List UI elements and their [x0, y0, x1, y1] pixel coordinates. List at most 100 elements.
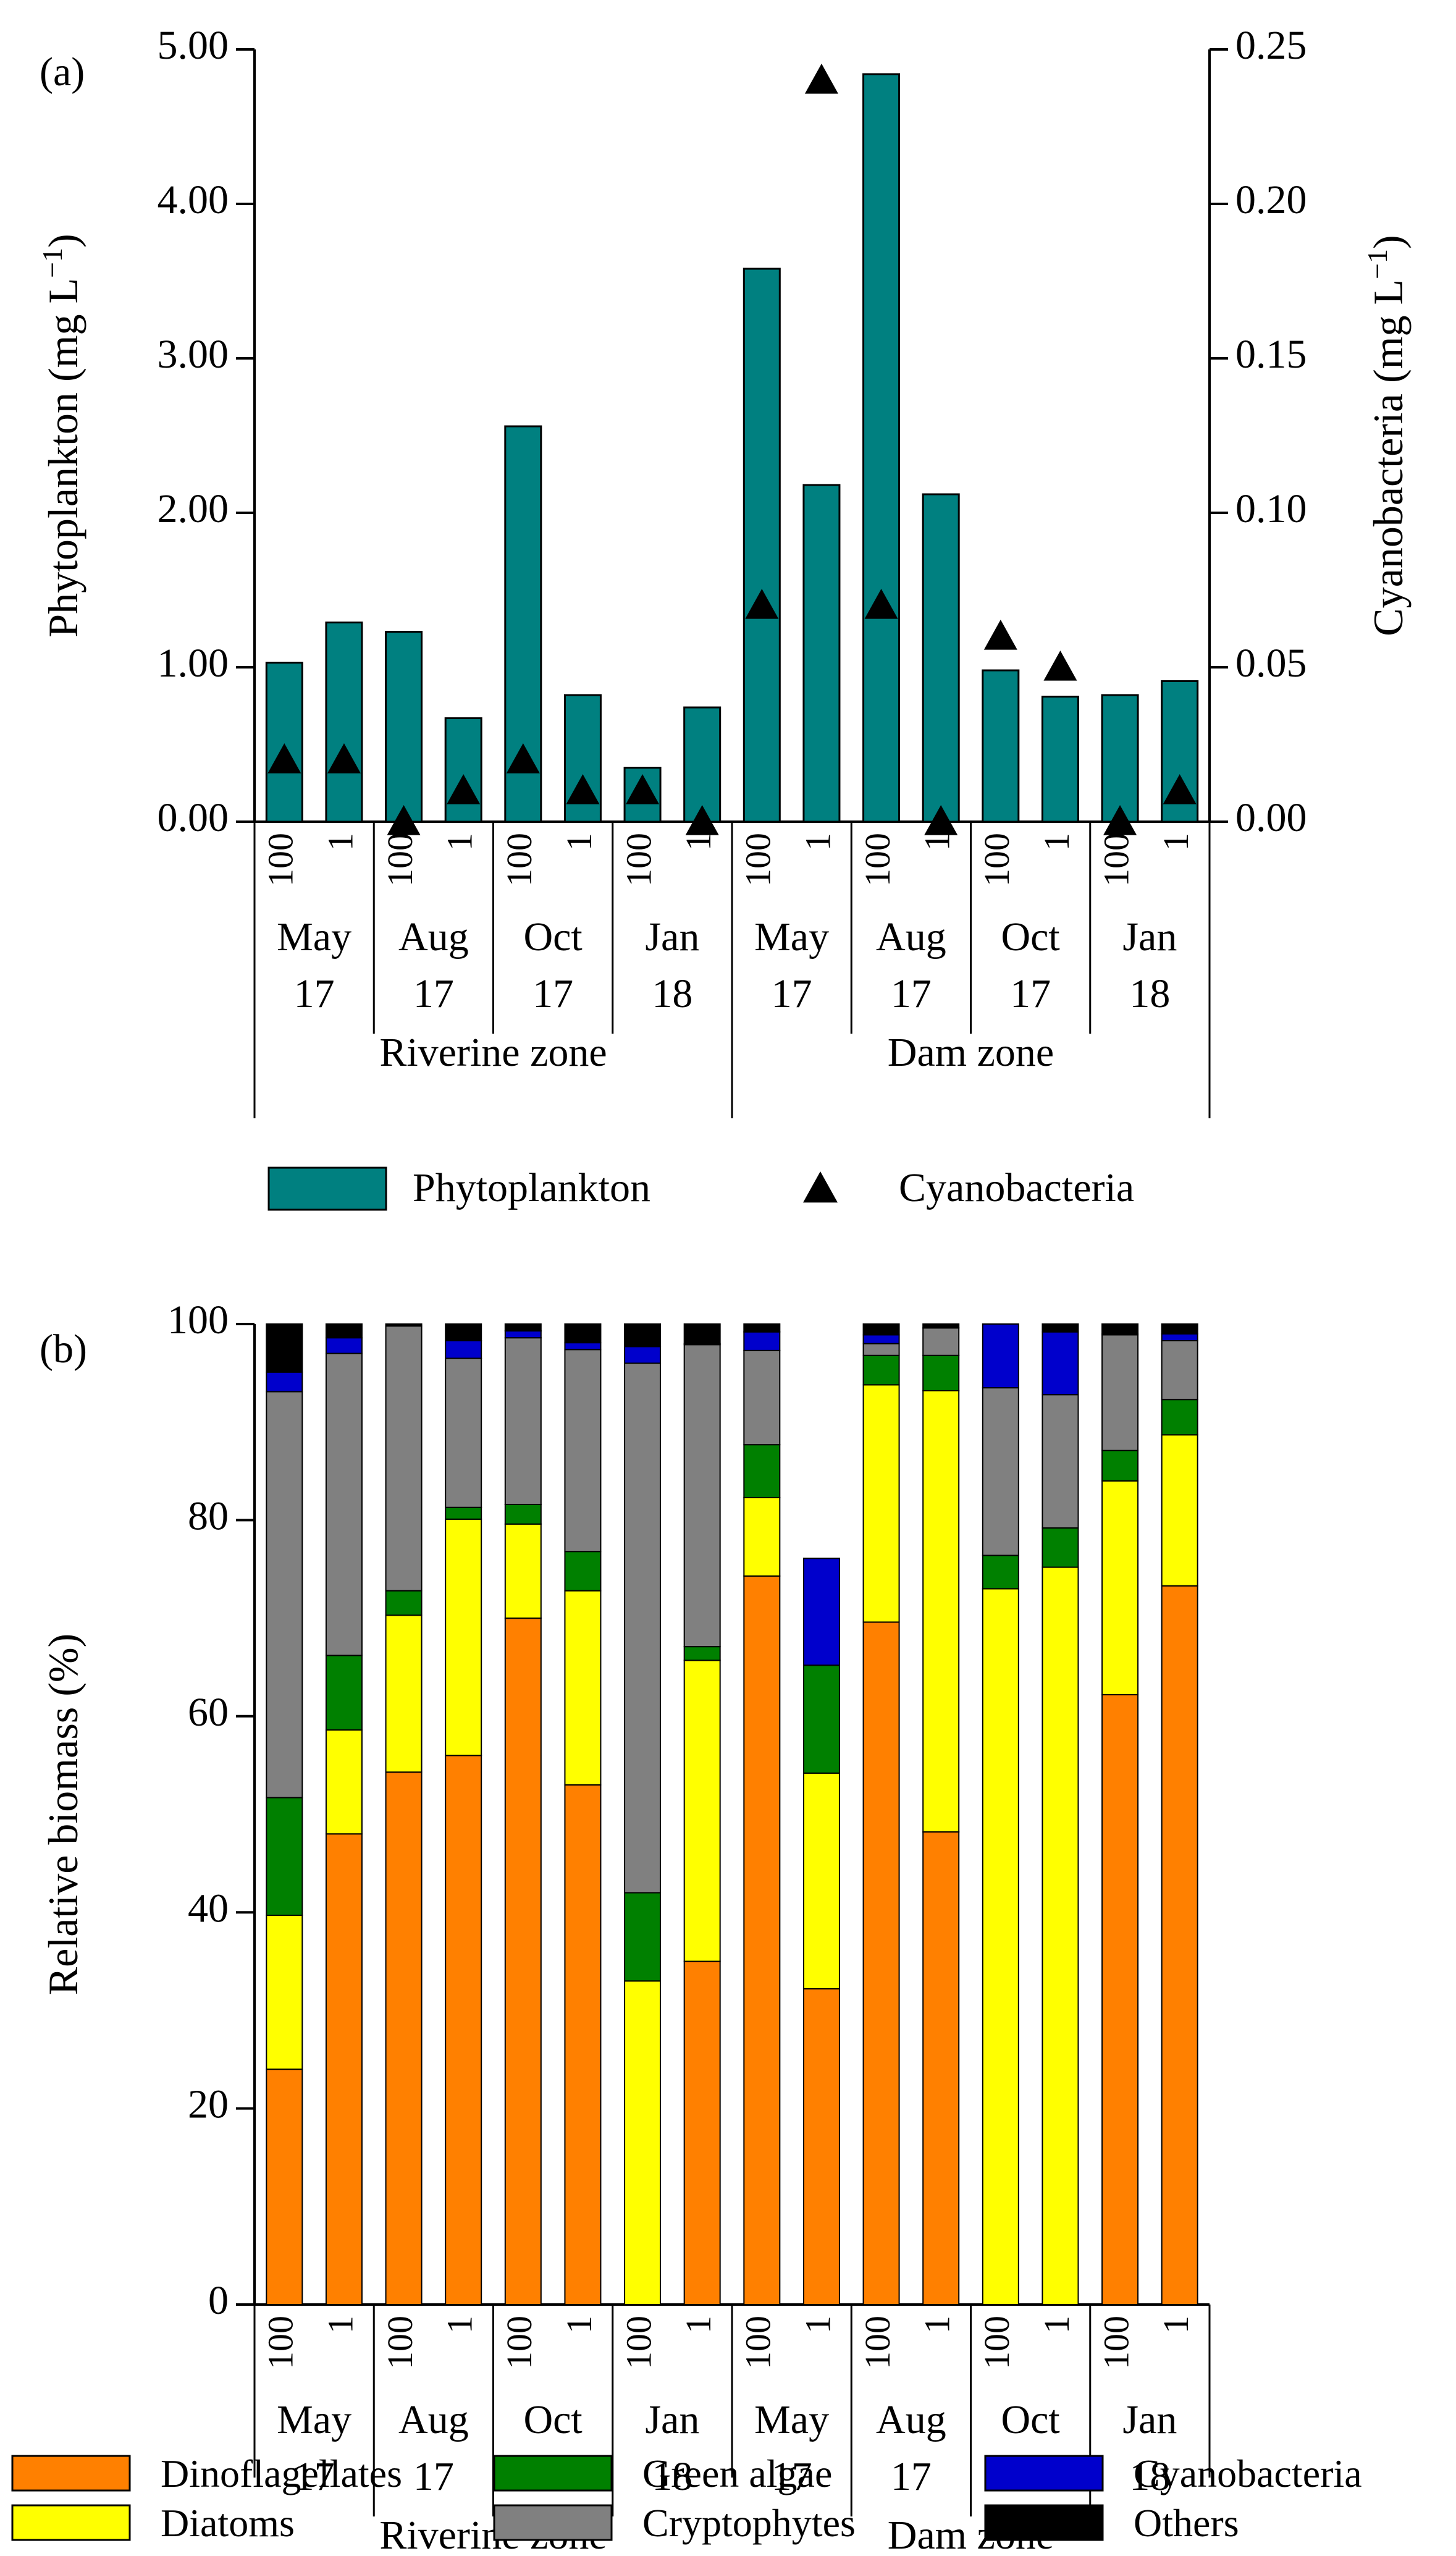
- stack-segment-diatoms: [1042, 1566, 1079, 2305]
- stack-segment-others: [445, 1323, 482, 1341]
- x-tick-label: 1: [559, 2316, 599, 2334]
- chart-a: (a) 0.00 1.00 2.00 3.00 4.00 5.00 0.00 0.05 0.10 0…: [36, 23, 1412, 840]
- legend-swatch-cryptophytes: [493, 2504, 613, 2541]
- stack-segment-green-algae: [922, 1354, 960, 1391]
- stack-segment-cyanobacteria: [564, 1342, 602, 1351]
- group-label-month: Oct: [1001, 2397, 1059, 2442]
- y-tick-label-right: 0.00: [1235, 795, 1307, 840]
- stack-segment-dinoflagellates: [862, 1621, 900, 2305]
- legend-a: Phytoplankton Cyanobacteria: [267, 1165, 1134, 1211]
- x-tick-label: 1: [678, 2316, 718, 2334]
- x-tick-label: 1: [917, 2316, 957, 2334]
- stack-segment-dinoflagellates: [802, 1988, 840, 2306]
- stack-segment-dinoflagellates: [1161, 1585, 1198, 2305]
- stack-segment-cryptophytes: [982, 1387, 1019, 1556]
- stack-segment-diatoms: [982, 1588, 1019, 2305]
- group-label-year: 18: [652, 971, 692, 1016]
- group-label-month: Oct: [523, 2397, 582, 2442]
- stack-segment-cryptophytes: [385, 1325, 423, 1592]
- stack-segment-dinoflagellates: [385, 1771, 423, 2306]
- y-tick-label-left: 2.00: [158, 486, 229, 531]
- stack-segment-others: [504, 1323, 542, 1332]
- stack-segment-cryptophytes: [564, 1349, 602, 1553]
- stack-segment-others: [1042, 1323, 1079, 1333]
- y-tick-label-left: 1.00: [158, 641, 229, 686]
- stack-segment-green-algae: [982, 1554, 1019, 1590]
- stack-segment-cryptophytes: [743, 1349, 781, 1446]
- cyanobacteria-marker: [1103, 805, 1137, 835]
- stack-segment-diatoms: [922, 1390, 960, 1833]
- cyanobacteria-marker: [745, 589, 779, 619]
- cyanobacteria-marker: [267, 743, 301, 774]
- stack-segment-green-algae: [1042, 1527, 1079, 1568]
- phytoplankton-bar: [385, 631, 423, 823]
- stack-segment-cyanobacteria: [982, 1323, 1019, 1389]
- legend-swatch-dinoflagellates: [11, 2455, 131, 2492]
- stack-segment-green-algae: [564, 1551, 602, 1592]
- stack-segment-diatoms: [743, 1496, 781, 1577]
- group-label-year: 17: [891, 971, 932, 1016]
- legend-swatch-green-algae: [493, 2455, 613, 2492]
- legend-swatch-others: [984, 2504, 1104, 2541]
- stack-segment-others: [1161, 1323, 1198, 1335]
- stack-segment-cryptophytes: [683, 1344, 721, 1648]
- group-label-month: Oct: [1001, 914, 1059, 960]
- group-label-year: 17: [294, 2454, 335, 2499]
- stack-segment-cyanobacteria: [802, 1558, 840, 1666]
- group-label-month: Oct: [523, 914, 582, 960]
- phytoplankton-bar: [862, 73, 901, 823]
- y-tick-label-left: 0.00: [158, 795, 229, 840]
- group-label-year: 17: [891, 2454, 932, 2499]
- stack-segment-dinoflagellates: [743, 1575, 781, 2305]
- stack-segment-others: [624, 1323, 662, 1348]
- x-tick-label: 1: [559, 833, 599, 851]
- cyanobacteria-marker: [804, 64, 838, 94]
- y-axis-title-right-close: ): [1365, 235, 1412, 249]
- group-label-month: May: [277, 2397, 351, 2442]
- y-axis-title: Relative biomass (%): [40, 1634, 86, 1995]
- cyanobacteria-marker: [626, 774, 660, 804]
- stack-segment-green-algae: [445, 1506, 482, 1520]
- x-tick-label: 1: [440, 833, 480, 851]
- cyanobacteria-marker: [685, 805, 719, 835]
- stack-segment-dinoflagellates: [504, 1618, 542, 2306]
- zone-label: Riverine zone: [379, 1030, 607, 1075]
- stack-segment-dinoflagellates: [922, 1831, 960, 2305]
- x-tick-label: 100: [857, 833, 898, 887]
- stack-segment-diatoms: [504, 1523, 542, 1619]
- group-label-month: May: [277, 914, 351, 960]
- y-tick-label-right: 0.25: [1235, 23, 1307, 68]
- stack-segment-others: [1101, 1323, 1139, 1335]
- x-tick-label: 1: [917, 833, 957, 851]
- y-tick-label-right: 0.05: [1235, 641, 1307, 686]
- stack-segment-green-algae: [504, 1504, 542, 1525]
- y-axis-title-right: Cyanobacteria (mg L−1): [1361, 235, 1412, 636]
- stack-segment-diatoms: [1161, 1434, 1198, 1587]
- x-tick-label: 100: [261, 833, 301, 887]
- group-label-month: Jan: [1122, 2397, 1177, 2442]
- x-tick-label: 100: [977, 2316, 1017, 2369]
- cyanobacteria-marker: [506, 743, 540, 774]
- stack-segment-others: [266, 1323, 303, 1373]
- stack-segment-cyanobacteria: [624, 1346, 662, 1364]
- x-tick-label: 100: [499, 2316, 539, 2369]
- stack-segment-cyanobacteria: [1042, 1331, 1079, 1396]
- y-tick-label-left: 5.00: [158, 23, 229, 68]
- x-tick-label: 100: [977, 833, 1017, 887]
- legend-swatch-phytoplankton: [267, 1166, 387, 1211]
- stack-segment-others: [385, 1323, 423, 1327]
- y-tick-label-left: 3.00: [158, 332, 229, 377]
- x-tick-label: 100: [380, 2316, 420, 2369]
- y-tick-label-left: 4.00: [158, 177, 229, 222]
- legend-label-dinoflagellates: Dinoflagellates: [161, 2452, 402, 2495]
- y-axis-title-right-text: Cyanobacteria (mg L: [1365, 279, 1412, 636]
- stack-segment-cryptophytes: [1101, 1334, 1139, 1451]
- legend-swatch-cyanobacteria: [803, 1171, 838, 1203]
- phytoplankton-bar: [922, 493, 960, 823]
- phytoplankton-bar: [982, 669, 1020, 823]
- y-tick-label: 60: [188, 1690, 229, 1735]
- cyanobacteria-marker: [327, 743, 361, 774]
- x-tick-label: 1: [1156, 2316, 1196, 2334]
- stack-segment-diatoms: [802, 1772, 840, 1989]
